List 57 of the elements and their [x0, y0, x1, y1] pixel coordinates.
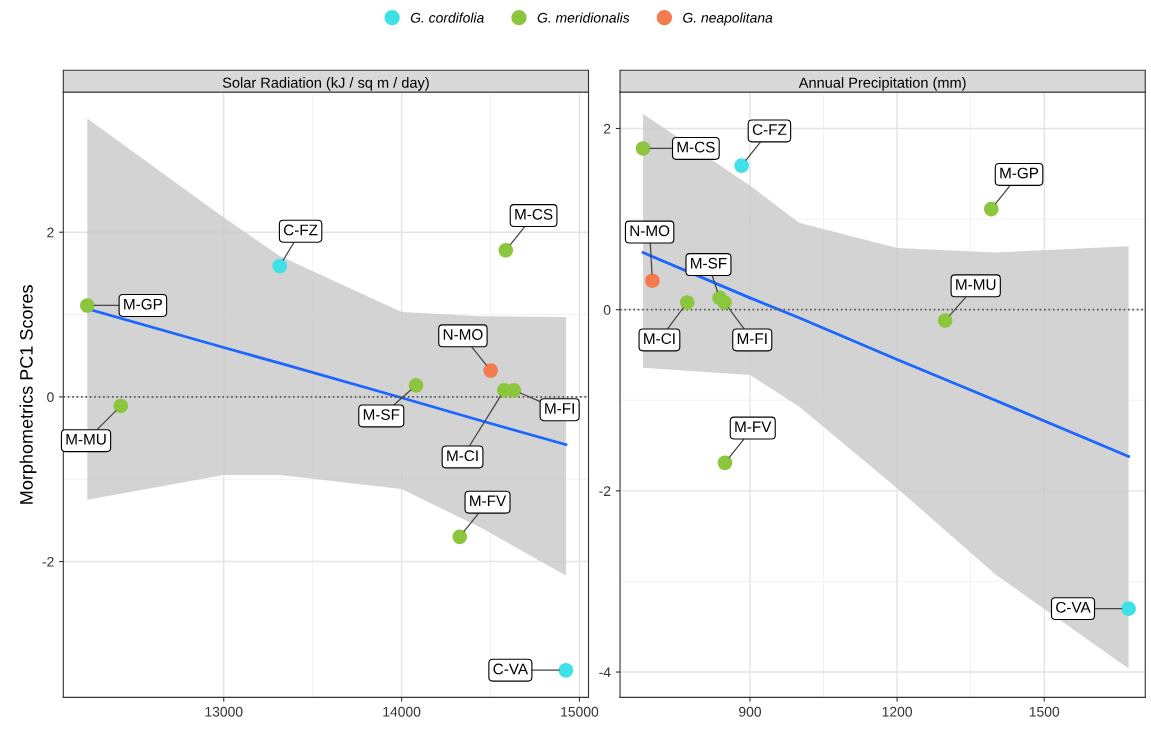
point — [80, 298, 95, 313]
annotation: M-FI — [737, 333, 767, 344]
point — [679, 295, 695, 310]
legend-label: G. meridionalis — [537, 12, 630, 23]
annotation: M-GP — [1000, 167, 1039, 179]
point — [717, 295, 732, 310]
chart-title: Annual Precipitation (mm) — [798, 77, 966, 91]
y-tick-label: 0 — [603, 305, 611, 315]
annotation: N-MO — [630, 225, 670, 237]
annotation: M-FV — [735, 421, 772, 432]
annotation: M-CS — [677, 141, 715, 153]
point — [113, 398, 129, 414]
point — [983, 201, 999, 217]
point — [734, 158, 749, 173]
y-tick-label: -2 — [599, 486, 611, 496]
point — [635, 141, 651, 156]
legend-label: G. cordifolia — [410, 12, 484, 23]
y-tick-label: -2 — [42, 556, 54, 567]
point — [717, 455, 733, 471]
y-axis-title: Morphometrics PC1 Scores — [19, 285, 37, 504]
annotation: N-MO — [443, 329, 483, 340]
point — [558, 662, 574, 678]
y-tick-label: 2 — [47, 227, 54, 238]
annotation: M-FI — [545, 403, 574, 414]
point — [1121, 601, 1136, 616]
x-tick-label: 900 — [739, 706, 762, 717]
annotation: M-GP — [124, 298, 163, 310]
annotation: C-FZ — [752, 124, 787, 136]
annotation: M-CI — [447, 450, 478, 462]
x-tick-label: 13000 — [205, 706, 243, 717]
line-series — [641, 251, 1130, 458]
annotation: M-SF — [363, 409, 400, 421]
x-tick-label: 15000 — [561, 706, 599, 717]
annotation: M-CS — [515, 208, 553, 220]
y-tick-label: -4 — [599, 667, 611, 678]
x-tick-label: 1500 — [1029, 706, 1060, 717]
point — [408, 378, 424, 393]
annotation: M-MU — [66, 434, 106, 445]
annotation: C-FZ — [283, 224, 318, 236]
point — [272, 258, 288, 274]
point — [483, 363, 498, 378]
x-tick-label: 14000 — [383, 706, 421, 717]
annotation: M-CI — [644, 333, 675, 345]
point — [645, 273, 660, 288]
annotation: C-VA — [1056, 601, 1091, 613]
annotation: C-VA — [493, 663, 529, 675]
point — [498, 243, 514, 258]
annotation: M-FV — [470, 495, 507, 507]
legend-label: G. neapolitana — [683, 12, 773, 26]
x-tick-label: 1200 — [882, 706, 913, 717]
annotation: M-MU — [956, 279, 996, 290]
y-tick-label: 2 — [603, 123, 611, 134]
y-tick-label: 0 — [47, 392, 54, 403]
chart-title: Solar Radiation (kJ / sq m / day) — [222, 77, 429, 91]
point — [452, 529, 468, 545]
point — [937, 313, 953, 328]
annotation: M-SF — [691, 257, 727, 269]
